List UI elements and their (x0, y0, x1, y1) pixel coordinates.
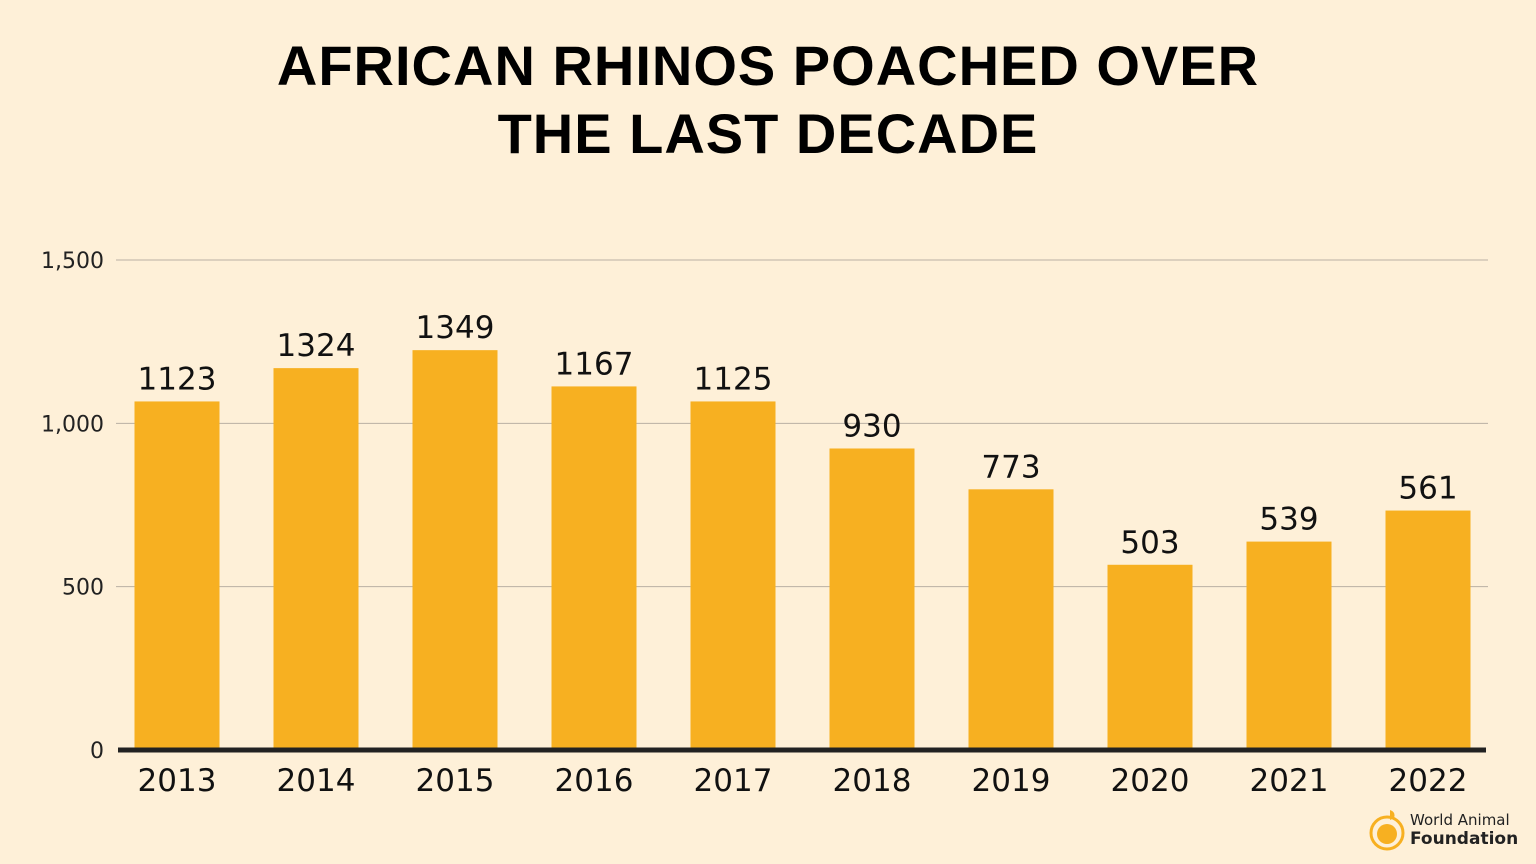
x-tick-label: 2016 (555, 763, 634, 799)
bar (690, 401, 776, 750)
x-tick-label: 2018 (833, 763, 912, 799)
x-tick-label: 2021 (1250, 763, 1329, 799)
title-line-1: AFRICAN RHINOS POACHED OVER (276, 34, 1260, 97)
y-tick-label: 500 (62, 576, 104, 601)
chart-title: AFRICAN RHINOS POACHED OVER THE LAST DEC… (0, 32, 1536, 168)
logo-text-line-1: World Animal (1410, 811, 1510, 829)
data-label: 1125 (694, 361, 773, 397)
data-label: 1167 (555, 346, 634, 382)
bar (551, 386, 637, 750)
logo-text-line-2: Foundation (1410, 829, 1519, 849)
x-tick-label: 2020 (1111, 763, 1190, 799)
data-label: 1349 (416, 310, 495, 346)
bar (273, 368, 359, 750)
x-tick-label: 2013 (138, 763, 217, 799)
bar (1246, 541, 1332, 750)
bar (412, 350, 498, 750)
bar (1107, 564, 1193, 750)
data-label: 503 (1120, 525, 1179, 561)
data-label: 773 (981, 449, 1040, 485)
bar (829, 448, 915, 750)
x-tick-label: 2017 (694, 763, 773, 799)
x-tick-label: 2015 (416, 763, 495, 799)
data-label: 930 (842, 408, 901, 444)
bar (1385, 510, 1471, 750)
animal-logo-icon (1369, 810, 1405, 851)
x-tick-label: 2019 (972, 763, 1051, 799)
data-label: 539 (1259, 502, 1318, 538)
data-label: 561 (1398, 471, 1457, 507)
bar (134, 401, 220, 750)
world-animal-foundation-logo: World Animal Foundation (1368, 806, 1528, 856)
title-line-2: THE LAST DECADE (497, 102, 1039, 165)
y-tick-label: 0 (90, 739, 104, 764)
y-tick-label: 1,000 (41, 412, 104, 437)
data-label: 1324 (277, 328, 356, 364)
data-label: 1123 (138, 361, 217, 397)
bar (968, 489, 1054, 750)
x-tick-label: 2014 (277, 763, 356, 799)
y-tick-label: 1,500 (41, 249, 104, 274)
x-tick-label: 2022 (1389, 763, 1468, 799)
